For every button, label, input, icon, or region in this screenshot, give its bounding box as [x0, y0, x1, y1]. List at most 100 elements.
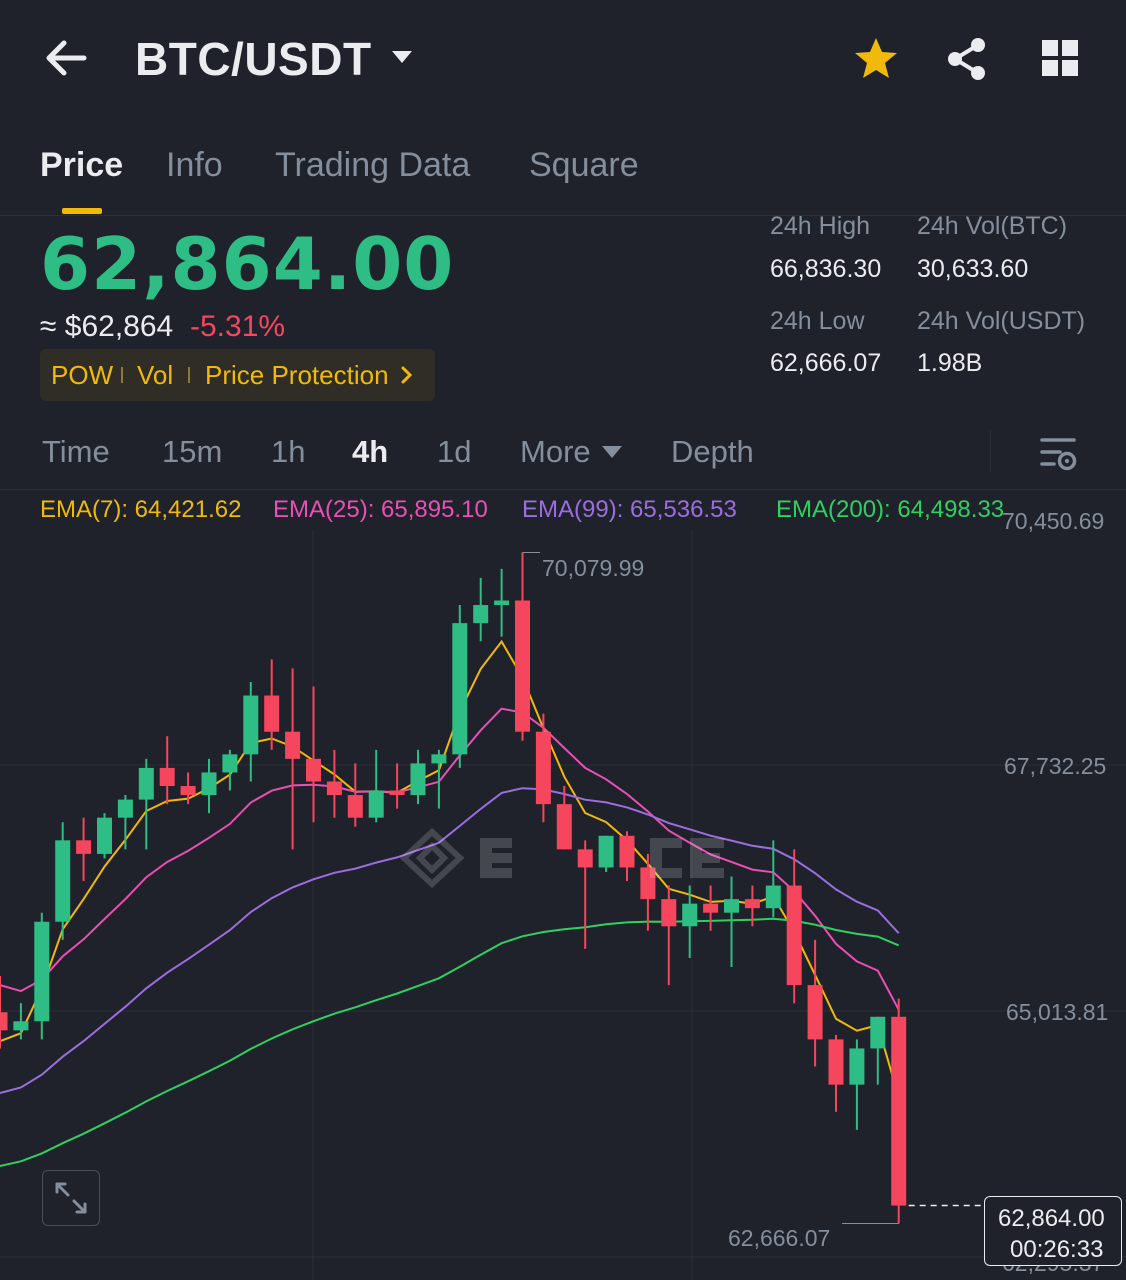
candle-body — [13, 1021, 29, 1031]
candle-body — [849, 1048, 865, 1085]
candle-body — [724, 899, 739, 913]
candle-body — [180, 786, 196, 796]
candle-body — [765, 885, 781, 909]
candle-body — [285, 731, 301, 759]
tag-pow[interactable]: POW — [51, 360, 114, 390]
candle-body — [807, 985, 823, 1040]
candle-body — [117, 799, 133, 818]
axis-price-label: 65,013.81 — [1006, 999, 1109, 1025]
chart-settings-icon[interactable] — [1038, 434, 1078, 474]
candle-body — [703, 903, 719, 913]
timeframe-more[interactable]: More — [520, 434, 591, 469]
price-change-percent: -5.31% — [190, 310, 286, 343]
tag-bar[interactable]: POW Vol Price Protection — [40, 349, 435, 401]
chart-canvas[interactable] — [0, 530, 1126, 1280]
candle-body — [556, 804, 572, 850]
timeframe-depth[interactable]: Depth — [671, 434, 754, 469]
candle-body — [410, 763, 426, 796]
candle-body — [494, 600, 510, 606]
high-marker-label: 70,079.99 — [542, 555, 645, 581]
candle-body — [640, 867, 656, 900]
ema-200-label: EMA(200): 64,498.33 — [776, 496, 1005, 523]
timeframe-15m[interactable]: 15m — [162, 434, 223, 469]
timeframe-1d[interactable]: 1d — [437, 434, 472, 469]
candle-body — [0, 1012, 8, 1031]
candle-body — [619, 835, 635, 868]
candle-body — [201, 772, 217, 796]
high-label: 24h High — [770, 212, 871, 240]
tab-trading-data[interactable]: Trading Data — [275, 146, 471, 184]
candle-body — [682, 903, 698, 927]
candle-body — [389, 790, 405, 796]
expand-icon — [55, 1182, 87, 1214]
candle-body — [326, 781, 342, 796]
candle-body — [473, 605, 489, 624]
ema-200-line — [0, 917, 900, 1167]
low-marker-label: 62,666.07 — [728, 1225, 831, 1251]
candle-body — [828, 1039, 844, 1085]
fiat-value: ≈ $62,864 — [40, 310, 174, 343]
candle-body — [264, 695, 280, 732]
candle-body — [159, 767, 175, 787]
candle-body — [577, 849, 593, 868]
candlestick-chart[interactable] — [0, 530, 1126, 1280]
vol-btc-value: 30,633.60 — [917, 255, 1029, 283]
caret-down-icon[interactable] — [390, 48, 414, 66]
timeframe-4h[interactable]: 4h — [352, 434, 389, 469]
timeframe-1h[interactable]: 1h — [271, 434, 306, 469]
vol-usdt-value: 1.98B — [917, 349, 983, 377]
back-arrow-icon[interactable] — [44, 38, 90, 78]
share-icon[interactable] — [944, 36, 990, 82]
vol-usdt-label: 24h Vol(USDT) — [917, 307, 1086, 335]
chevron-right-icon[interactable] — [400, 365, 414, 385]
active-tab-indicator — [62, 208, 102, 214]
candle-body — [306, 758, 321, 782]
top-bar: BTC/USDT — [0, 0, 1126, 120]
tag-divider — [121, 367, 123, 383]
ema-99-line — [0, 787, 900, 1094]
ema-25-label: EMA(25): 65,895.10 — [273, 496, 488, 523]
ema-25-line — [0, 707, 900, 1011]
candle-body — [891, 1016, 907, 1206]
candle-body — [243, 695, 259, 755]
candle-body — [55, 840, 71, 922]
low-value: 62,666.07 — [770, 349, 882, 377]
candle-body — [76, 840, 92, 854]
vol-btc-label: 24h Vol(BTC) — [917, 212, 1068, 240]
tag-vol[interactable]: Vol — [137, 360, 174, 390]
axis-price-label: 70,450.69 — [1002, 508, 1105, 534]
last-price: 62,864.00 — [40, 222, 455, 306]
exchange-logo-watermark — [400, 828, 724, 888]
tag-divider — [188, 367, 190, 383]
candle-body — [870, 1016, 886, 1049]
timeframe-bar: Time 15m 1h 4h 1d More Depth — [0, 420, 1126, 490]
timeframe-time[interactable]: Time — [42, 434, 110, 469]
main-tabs: Price Info Trading Data Square — [0, 140, 1126, 216]
pair-title[interactable]: BTC/USDT — [135, 33, 372, 85]
axis-price-label: 67,732.25 — [1004, 753, 1107, 779]
candle-body — [431, 754, 447, 764]
candle-body — [138, 767, 154, 800]
tab-price[interactable]: Price — [40, 146, 124, 184]
caret-down-icon[interactable] — [600, 444, 624, 460]
grid-icon[interactable] — [1040, 38, 1080, 78]
tab-info[interactable]: Info — [166, 146, 223, 184]
tag-price-protection[interactable]: Price Protection — [205, 360, 389, 390]
candle-body — [786, 885, 802, 986]
current-price-label: 62,864.00 — [998, 1205, 1105, 1232]
candle-body — [535, 731, 551, 805]
candle-body — [368, 790, 384, 818]
low-label: 24h Low — [770, 307, 865, 335]
candle-body — [222, 754, 238, 773]
fullscreen-button[interactable] — [42, 1170, 100, 1226]
candle-countdown: 00:26:33 — [1010, 1236, 1104, 1263]
tab-square[interactable]: Square — [529, 146, 639, 184]
candle-body — [452, 623, 468, 755]
candle-body — [744, 899, 760, 909]
candle-body — [34, 921, 50, 1022]
divider — [990, 430, 991, 472]
star-icon[interactable] — [853, 36, 899, 80]
current-price-tag — [984, 1196, 1122, 1266]
candle-body — [661, 899, 677, 927]
ema-99-label: EMA(99): 65,536.53 — [522, 496, 737, 523]
